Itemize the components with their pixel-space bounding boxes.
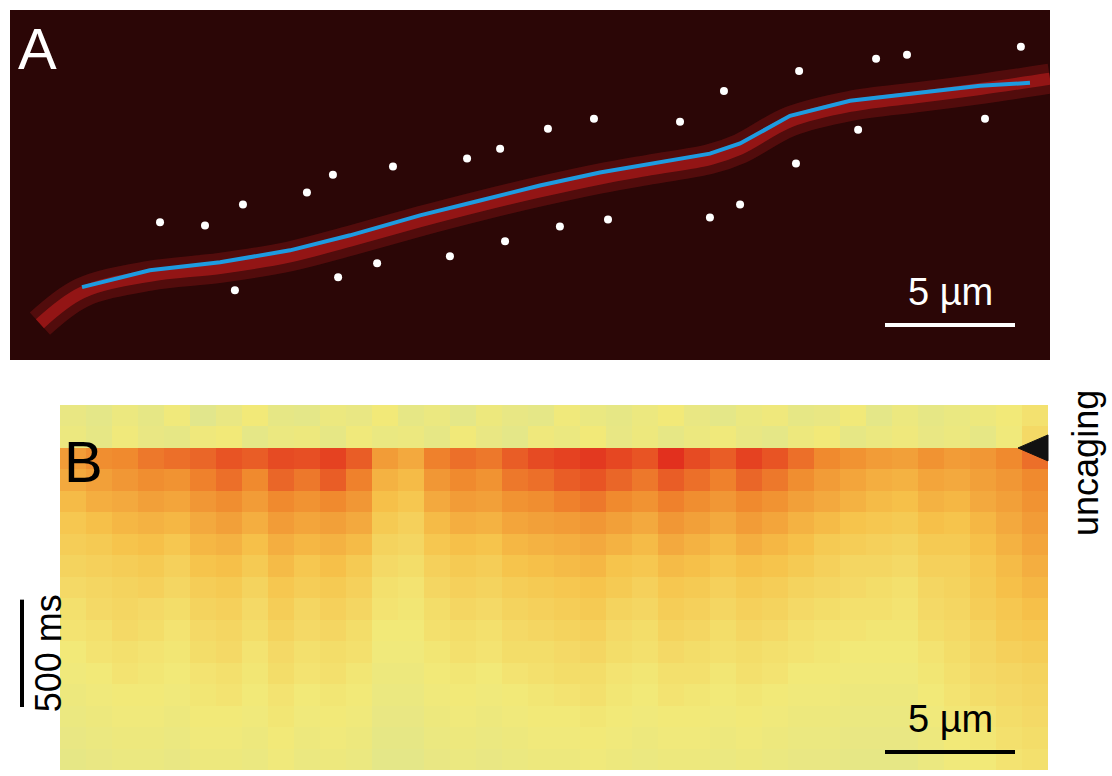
svg-text:5 µm: 5 µm [908,271,993,313]
svg-text:5 µm: 5 µm [908,698,993,740]
svg-text:A: A [18,16,57,81]
svg-text:500 ms: 500 ms [28,594,69,712]
svg-text:B: B [64,429,103,494]
svg-text:uncaging: uncaging [1065,390,1106,536]
